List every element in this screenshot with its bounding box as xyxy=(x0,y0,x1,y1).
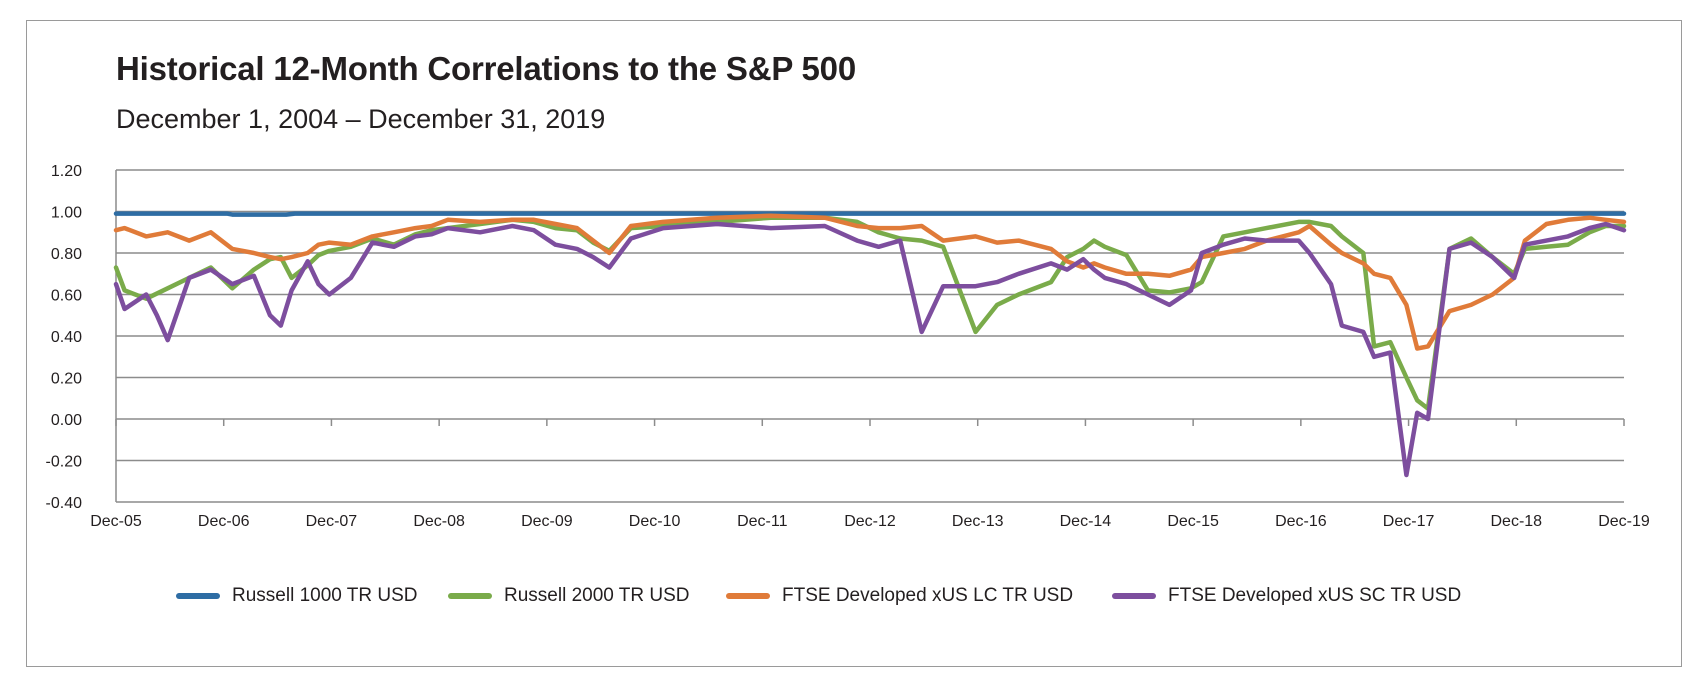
x-tick-label: Dec-14 xyxy=(1060,513,1112,530)
series-line-4 xyxy=(113,221,1627,478)
x-tick-label: Dec-18 xyxy=(1490,513,1542,530)
legend-item: FTSE Developed xUS LC TR USD xyxy=(726,585,1073,607)
x-tick-label: Dec-05 xyxy=(90,513,142,530)
chart-subtitle: December 1, 2004 – December 31, 2019 xyxy=(116,104,606,134)
legend-swatch xyxy=(176,593,220,599)
legend-item: FTSE Developed xUS SC TR USD xyxy=(1112,585,1461,607)
y-tick-label: 0.60 xyxy=(51,288,82,305)
series-line-2 xyxy=(113,215,1627,411)
x-tick-label: Dec-08 xyxy=(413,513,465,530)
chart-frame xyxy=(26,20,1682,667)
x-tick-label: Dec-15 xyxy=(1167,513,1219,530)
chart-title: Historical 12-Month Correlations to the … xyxy=(116,50,856,87)
y-tick-label: 0.40 xyxy=(51,329,82,346)
x-tick-label: Dec-12 xyxy=(844,513,896,530)
legend-swatch xyxy=(726,593,770,599)
x-tick-label: Dec-19 xyxy=(1598,513,1650,530)
y-tick-label: 1.00 xyxy=(51,205,82,222)
y-tick-label: 0.00 xyxy=(51,412,82,429)
x-tick-label: Dec-11 xyxy=(737,513,787,530)
legend-label: Russell 2000 TR USD xyxy=(504,585,690,606)
x-tick-label: Dec-13 xyxy=(952,513,1004,530)
x-tick-label: Dec-09 xyxy=(521,513,573,530)
y-tick-label: 1.20 xyxy=(51,163,82,180)
chart-legend: Russell 1000 TR USD Russell 2000 TR USD FT… xyxy=(0,585,1700,615)
legend-swatch xyxy=(448,593,492,599)
y-tick-label: 0.20 xyxy=(51,371,82,388)
x-tick-label: Dec-10 xyxy=(629,513,681,530)
y-tick-label: -0.40 xyxy=(46,495,83,512)
y-tick-label: -0.20 xyxy=(46,454,83,471)
series-line-1 xyxy=(113,211,1627,217)
x-tick-label: Dec-17 xyxy=(1383,513,1435,530)
legend-label: FTSE Developed xUS SC TR USD xyxy=(1168,585,1462,606)
legend-swatch xyxy=(1112,593,1156,599)
x-tick-label: Dec-16 xyxy=(1275,513,1327,530)
x-tick-label: Dec-06 xyxy=(198,513,250,530)
x-tick-label: Dec-07 xyxy=(306,513,358,530)
legend-item: Russell 1000 TR USD xyxy=(176,585,418,607)
legend-item: Russell 2000 TR USD xyxy=(448,585,690,607)
series-line-3 xyxy=(113,213,1627,351)
y-tick-label: 0.80 xyxy=(51,246,82,263)
legend-label: FTSE Developed xUS LC TR USD xyxy=(782,585,1074,606)
legend-label: Russell 1000 TR USD xyxy=(232,585,418,606)
